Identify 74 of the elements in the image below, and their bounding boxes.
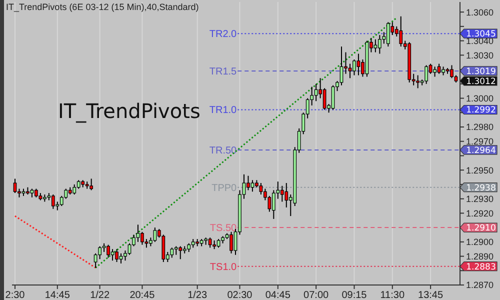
chart-title: IT_TrendPivots (6E 03-12 (15 Min),40,Standard)	[6, 2, 199, 12]
candlestick	[110, 248, 114, 262]
x-tick-label: 20:45	[130, 290, 156, 300]
candlestick	[13, 178, 17, 194]
ref-line-label: TR1.0	[209, 105, 238, 116]
candlestick	[51, 194, 55, 210]
y-tick-label: 1.2980	[466, 122, 494, 132]
candlestick	[272, 190, 276, 220]
x-tick-label: 02:30	[227, 290, 253, 300]
candlestick	[119, 252, 123, 264]
y-tick-label: 1.3030	[466, 50, 494, 60]
candlestick	[246, 175, 250, 191]
candlestick	[230, 231, 233, 254]
x-tick-label: 2:30	[5, 290, 26, 300]
candlestick	[170, 247, 174, 258]
text: 1.3012	[466, 77, 496, 88]
candlestick	[348, 63, 352, 79]
x-tick-label: 13:45	[418, 290, 444, 300]
ref-line-label: TPP0	[212, 182, 238, 194]
y-tick-label: 1.2900	[466, 237, 494, 248]
x-tick-label: 1/23	[188, 290, 208, 300]
candlestick	[90, 178, 94, 191]
candlestick	[162, 234, 166, 263]
x-tick-label: 14:45	[44, 290, 70, 300]
y-tick-label: 1.2950	[466, 165, 494, 176]
candlestick	[72, 184, 76, 195]
y-tick-label: 1.3000	[466, 93, 494, 104]
candlestick	[140, 231, 144, 246]
text: 1.2992	[466, 106, 496, 116]
candlestick	[106, 244, 110, 258]
ref-line-label: TR1.5	[209, 66, 238, 78]
x-tick-label: 07:00	[304, 290, 330, 300]
x-tick-label: 11:30	[380, 290, 405, 300]
candlestick	[356, 53, 360, 76]
candlestick	[153, 227, 157, 242]
candlestick	[378, 34, 382, 54]
candlestick	[416, 74, 420, 89]
candlestick	[178, 246, 182, 260]
y-tick-label: 1.2870	[466, 280, 494, 290]
ref-line-label: TS.50	[210, 223, 238, 234]
text: 1.2964	[466, 146, 496, 156]
candlestick	[314, 83, 318, 102]
candlestick	[352, 58, 356, 76]
x-tick-label: 09:15	[342, 290, 368, 300]
text: 1.2938	[466, 183, 496, 194]
ref-line-label: TS1.0	[210, 262, 238, 273]
y-tick-label: 1.2970	[466, 136, 494, 147]
candlestick	[280, 185, 284, 202]
y-tick-label: 1.2920	[466, 208, 494, 218]
candlestick	[284, 182, 288, 208]
candlestick	[399, 16, 403, 48]
candlestick	[268, 195, 272, 212]
candlestick	[386, 22, 390, 48]
ref-line-label: TR.50	[209, 145, 238, 156]
candlestick	[259, 182, 263, 195]
text: 1.2883	[466, 262, 496, 272]
y-tick-label: 1.3060	[466, 7, 494, 18]
candlestick	[208, 237, 212, 248]
candlestick	[136, 224, 140, 242]
candlestick	[322, 88, 326, 110]
text: 1.3019	[466, 66, 496, 77]
candlestick	[433, 66, 436, 78]
text: 1.2910	[466, 224, 496, 234]
candlestick	[250, 180, 254, 192]
candlestick	[374, 38, 378, 53]
candlestick	[115, 248, 118, 263]
ref-line-label: TR2.0	[209, 29, 238, 40]
candlestick	[340, 46, 344, 86]
y-tick-label: 1.2930	[466, 194, 494, 204]
candlestick	[450, 64, 454, 79]
x-tick-label: 1/22	[90, 290, 110, 300]
y-tick-label: 1.2890	[466, 251, 494, 262]
x-tick-label: 04:45	[265, 290, 291, 300]
annotation: IT_TrendPivots	[58, 99, 200, 123]
